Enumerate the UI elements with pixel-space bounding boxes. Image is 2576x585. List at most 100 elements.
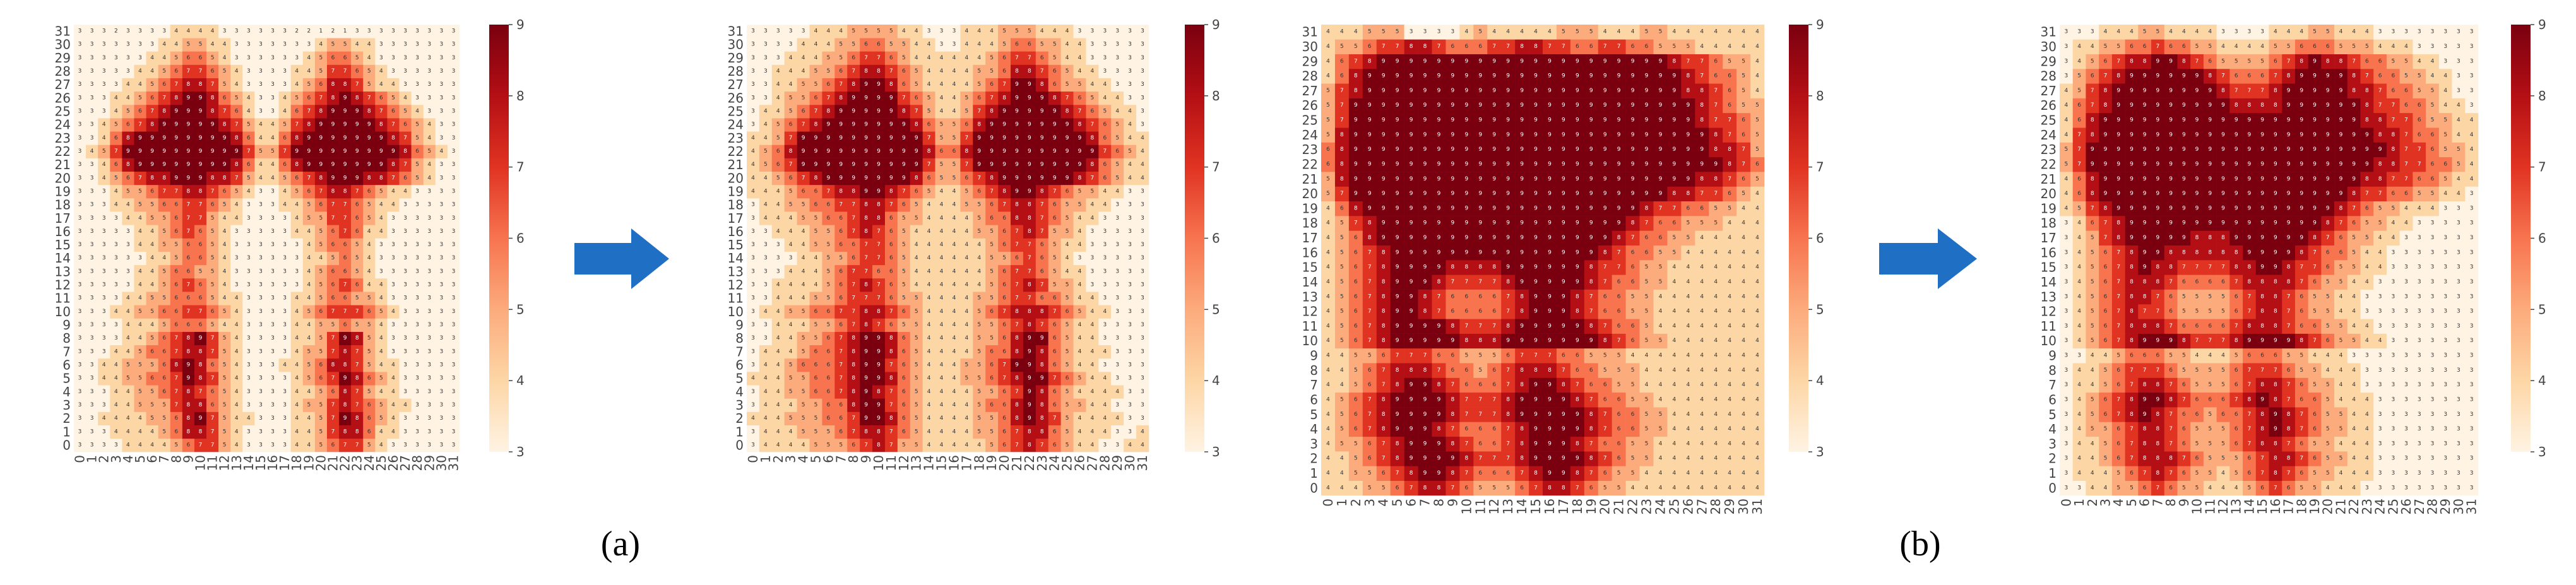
cell-label: 3 (283, 348, 287, 355)
cell-label: 5 (764, 148, 768, 155)
cell-label: 5 (802, 348, 805, 355)
cell-label: 6 (1002, 242, 1006, 248)
cell-label: 4 (235, 402, 239, 408)
cell-label: 7 (355, 402, 359, 408)
cell-label: 7 (391, 122, 395, 128)
cell-label: 4 (223, 268, 227, 275)
cell-label: 5 (150, 389, 154, 395)
cell-label: 7 (1464, 396, 1468, 403)
cell-label: 3 (78, 242, 82, 248)
cell-label: 7 (1015, 442, 1019, 448)
cell-label: 4 (403, 95, 407, 101)
cell-label: 5 (367, 322, 371, 328)
cell-label: 6 (902, 428, 906, 435)
cell-label: 5 (1078, 81, 1082, 88)
cell-label: 5 (307, 362, 311, 368)
cell-label: 5 (827, 442, 831, 448)
cell-label: 3 (102, 242, 106, 248)
cell-label: 4 (764, 442, 768, 448)
cell-label: 9 (307, 148, 311, 155)
cell-label: 3 (403, 228, 407, 235)
cell-label: 4 (802, 282, 805, 288)
cell-label: 5 (1645, 456, 1649, 462)
cell-label: 3 (283, 215, 287, 222)
cell-label: 9 (1015, 175, 1019, 181)
cell-label: 6 (199, 282, 203, 288)
cell-label: 7 (1040, 215, 1044, 222)
cell-label: 3 (78, 135, 82, 141)
cell-label: 4 (776, 402, 780, 408)
cell-label: 3 (259, 335, 263, 341)
cell-label: 6 (889, 242, 893, 248)
cell-label: 4 (247, 95, 251, 101)
cell-label: 3 (1141, 42, 1144, 48)
cell-label: 4 (150, 242, 154, 248)
cell-label: 6 (827, 362, 831, 368)
cell-label: 9 (1437, 323, 1441, 329)
cell-label: 3 (427, 68, 431, 74)
cell-label: 6 (889, 255, 893, 261)
cell-label: 6 (839, 415, 843, 422)
cell-label: 5 (367, 389, 371, 395)
cell-label: 4 (915, 55, 918, 61)
cell-label: 4 (927, 268, 931, 275)
cell-label: 4 (379, 362, 383, 368)
cell-label: 3 (126, 55, 130, 61)
cell-label: 3 (283, 295, 287, 302)
cell-label: 4 (1115, 95, 1119, 101)
cell-label: 3 (1141, 282, 1144, 288)
cell-label: 4 (138, 68, 142, 74)
y-tick-label: 23 (55, 131, 71, 146)
cell-label: 5 (138, 95, 142, 101)
cell-label: 9 (331, 109, 335, 115)
cell-label: 4 (953, 428, 956, 435)
cell-label: 6 (814, 309, 818, 315)
cell-label: 5 (379, 375, 383, 382)
cell-label: 3 (452, 375, 456, 382)
cell-label: 7 (187, 215, 191, 222)
cell-label: 8 (1028, 68, 1031, 74)
cell-label: 3 (259, 228, 263, 235)
cell-label: 4 (1755, 396, 1759, 403)
cell-label: 4 (138, 242, 142, 248)
cell-label: 3 (283, 228, 287, 235)
cell-label: 4 (1645, 353, 1649, 359)
cell-label: 8 (1451, 323, 1455, 329)
y-tick-label: 20 (55, 170, 71, 186)
cell-label: 7 (1506, 382, 1510, 388)
cell-label: 3 (1103, 242, 1107, 248)
cell-label: 3 (247, 202, 251, 208)
cell-label: 7 (1451, 426, 1455, 432)
cell-label: 5 (965, 188, 968, 194)
cell-label: 3 (114, 255, 118, 261)
cell-label: 5 (211, 55, 215, 61)
cell-label: 5 (150, 402, 154, 408)
cell-label: 6 (1002, 335, 1006, 341)
cell-label: 3 (295, 268, 299, 275)
cell-label: 9 (852, 175, 855, 181)
cell-label: 8 (295, 135, 299, 141)
cell-label: 3 (439, 309, 443, 315)
cell-label: 7 (864, 442, 868, 448)
cell-label: 4 (126, 295, 130, 302)
cell-label: 4 (953, 415, 956, 422)
cell-label: 6 (1053, 348, 1057, 355)
cell-label: 4 (1714, 456, 1718, 462)
cell-label: 9 (187, 135, 191, 141)
cell-label: 3 (764, 28, 768, 35)
cell-label: 5 (1002, 255, 1006, 261)
cell-label: 3 (427, 188, 431, 194)
cell-label: 3 (1115, 42, 1119, 48)
cell-label: 9 (174, 175, 178, 181)
cell-label: 4 (126, 81, 130, 88)
cell-label: 6 (1002, 268, 1006, 275)
cell-label: 4 (295, 228, 299, 235)
cell-label: 3 (295, 42, 299, 48)
cell-label: 6 (839, 295, 843, 302)
cell-label: 3 (764, 42, 768, 48)
cell-label: 3 (259, 268, 263, 275)
cell-label: 3 (78, 202, 82, 208)
cell-label: 4 (1141, 428, 1144, 435)
cell-label: 6 (295, 109, 299, 115)
cell-label: 3 (90, 309, 94, 315)
